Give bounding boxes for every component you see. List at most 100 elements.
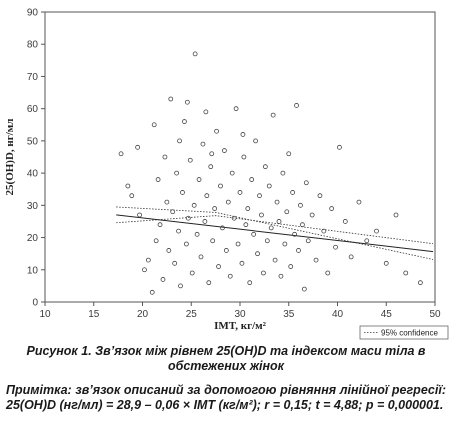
data-point [142,267,147,273]
data-point [393,212,399,218]
data-point [204,193,210,199]
data-point [342,219,348,224]
data-point [125,183,131,189]
data-point [184,99,190,105]
y-tick-label: 60 [27,104,39,115]
data-point [303,180,309,186]
data-point [164,199,170,205]
data-point [329,206,335,211]
scatter-plot: 10 15 20 25 30 35 40 45 500102030405060708090IMT… [4,8,449,340]
data-point [321,228,327,234]
data-point [196,177,202,182]
data-point [282,241,288,247]
data-point [280,170,286,176]
data-point [151,122,157,128]
data-point [292,231,298,237]
y-tick-label: 90 [27,8,39,19]
plot-frame [44,11,436,303]
data-point [403,270,409,276]
regression-line [116,214,434,253]
data-point [206,280,212,286]
data-point [257,193,262,199]
data-point [214,128,220,134]
confidence-band [116,206,434,260]
ci-lower-line [116,215,434,245]
data-point [157,222,163,228]
data-point [192,51,198,57]
data-point [235,241,241,247]
data-point [212,206,218,211]
data-point [274,199,280,205]
x-tick-label: 30 [234,309,246,320]
y-tick-label: 0 [32,298,38,309]
data-point [262,164,268,170]
data-point [243,222,249,228]
data-point [135,144,141,150]
y-tick-label: 30 [27,201,39,212]
data-point [178,283,183,289]
data-point [374,228,379,234]
data-point [208,164,214,170]
data-point [294,103,299,108]
y-tick-label: 70 [27,72,39,83]
data-point [309,212,315,218]
data-point [129,193,135,199]
data-point [137,212,142,218]
data-point [209,151,215,157]
data-point [189,270,195,276]
regression-fit-line [116,214,434,253]
x-tick-label: 20 [137,309,149,320]
data-point [255,251,260,257]
data-point [333,244,338,250]
ci-upper-line [116,206,434,260]
data-point [176,228,181,234]
data-point [417,280,423,286]
data-point [145,257,151,263]
x-tick-label: 15 [88,309,100,320]
data-point [203,109,209,115]
data-point [237,190,243,195]
data-point [253,138,259,144]
data-point [290,190,296,195]
data-point [296,248,301,253]
x-tick-label: 35 [283,309,295,320]
data-point [247,280,253,286]
data-point [200,141,206,147]
data-point [270,112,276,118]
data-point [301,286,307,292]
data-point [325,270,331,276]
x-tick-label: 50 [429,309,441,320]
y-tick-label: 80 [27,40,39,51]
data-point [160,277,166,282]
data-point [305,238,311,244]
data-point [364,238,370,244]
data-point [284,209,290,215]
data-point [272,257,278,263]
data-point [245,206,251,211]
data-point [153,238,159,244]
figure-caption: Рисунок 1. Зв’язок між рівнем 25(OH)D та… [26,344,426,373]
x-tick-label: 10 [39,309,51,320]
data-point [166,248,172,253]
data-point [185,215,191,221]
data-point [299,222,305,228]
data-point [229,170,235,176]
data-point [177,138,182,144]
data-point [221,148,227,153]
legend: 95% confidence [359,325,449,340]
y-tick-label: 10 [27,265,39,276]
x-tick-label: 45 [381,309,393,320]
data-point [278,273,284,279]
y-tick-label: 50 [27,136,39,147]
data-point [298,202,303,208]
data-point [149,289,155,295]
data-point [249,177,255,182]
legend-box [359,325,449,340]
data-point [383,260,389,266]
data-point [233,106,239,112]
x-tick-label: 40 [332,309,344,320]
data-point [216,264,221,269]
data-point [183,241,189,247]
data-points [118,51,423,295]
data-point [162,154,168,160]
